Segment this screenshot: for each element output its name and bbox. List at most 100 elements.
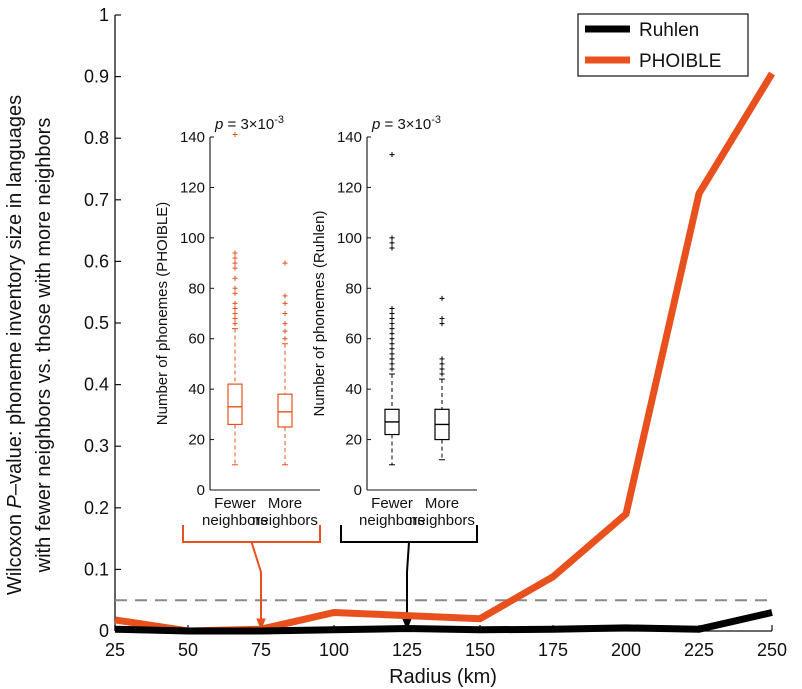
inset-p-value: p = 3×10-3 — [371, 114, 441, 133]
inset-y-tick-label: 120 — [337, 179, 362, 196]
legend-label-phoible: PHOIBLE — [639, 51, 721, 72]
inset-outlier — [389, 316, 395, 322]
y-tick-label: 1 — [99, 5, 109, 25]
inset-outlier — [232, 311, 238, 316]
inset-category-label: Fewer — [214, 495, 256, 512]
x-tick-label: 200 — [611, 640, 641, 660]
inset-outlier — [389, 356, 395, 362]
inset-outlier — [232, 255, 238, 261]
inset-outlier — [282, 336, 288, 342]
x-tick-label: 50 — [178, 640, 198, 660]
inset-y-tick-label: 100 — [180, 230, 205, 247]
x-tick-label: 175 — [538, 640, 568, 660]
inset-outlier — [282, 293, 288, 299]
inset-category-label: More — [268, 495, 302, 512]
inset-category-label: neighbors — [202, 512, 268, 529]
inset-category-label: neighbors — [252, 512, 318, 529]
series-line-phoible — [114, 71, 775, 635]
inset-outlier — [439, 371, 445, 377]
inset-outlier — [389, 336, 395, 342]
inset-y-tick-label: 20 — [345, 432, 362, 449]
inset-outlier — [439, 321, 445, 327]
inset-outlier — [389, 341, 395, 347]
y-axis-label-line1: Wilcoxon P–value: phoneme inventory size… — [4, 95, 26, 595]
inset-outlier — [232, 316, 238, 322]
x-tick-label: 25 — [105, 640, 125, 660]
series-line-ruhlen — [114, 609, 773, 635]
x-tick-label: 75 — [251, 640, 271, 660]
x-axis-label: Radius (km) — [389, 666, 497, 688]
y-tick-label: 0 — [99, 621, 109, 641]
inset-outlier — [389, 331, 395, 337]
inset-outlier — [389, 235, 395, 241]
inset-outlier — [389, 245, 395, 251]
inset-outlier — [389, 240, 395, 246]
inset-outlier — [439, 295, 445, 301]
inset-category-label: Fewer — [371, 495, 413, 512]
inset-outlier — [389, 366, 395, 372]
inset-box — [227, 383, 243, 426]
x-tick-label: 225 — [684, 640, 714, 660]
inset-outlier — [232, 260, 238, 266]
inset-y-tick-label: 140 — [337, 129, 362, 146]
y-tick-label: 0.8 — [84, 128, 109, 148]
inset-outlier — [389, 361, 395, 367]
inset-category-label: neighbors — [409, 512, 475, 529]
ruhlen-inset: 0 20 40 60 80 100 120 140 Number of phonemes (Ru… — [311, 114, 478, 631]
inset-outlier — [439, 361, 445, 367]
inset-y-tick-label: 0 — [197, 482, 205, 499]
inset-outlier — [389, 305, 395, 311]
inset-y-tick-label: 40 — [188, 381, 205, 398]
inset-outlier — [232, 265, 238, 271]
inset-outlier — [282, 260, 288, 266]
inset-y-tick-label: 60 — [345, 331, 362, 348]
inset-category-label: neighbors — [359, 512, 425, 529]
inset-y-label: Number of phonemes (Ruhlen) — [311, 211, 328, 417]
inset-y-tick-label: 140 — [180, 129, 205, 146]
x-tick-label: 100 — [319, 640, 349, 660]
inset-y-tick-label: 120 — [180, 179, 205, 196]
inset-outlier — [232, 285, 238, 291]
inset-outlier — [389, 311, 395, 316]
inset-outlier — [389, 351, 395, 357]
inset-y-tick-label: 100 — [337, 230, 362, 247]
y-axis-label-line1-rest: –value: phoneme inventory size in langua… — [4, 95, 26, 495]
inset-outlier — [389, 326, 395, 332]
inset-y-tick-label: 40 — [345, 381, 362, 398]
y-tick-label: 0.5 — [84, 313, 109, 333]
inset-outlier — [282, 311, 288, 316]
inset-outlier — [439, 316, 445, 322]
insets: 0 20 40 60 80 100 120 140 Number of phonemes (PH… — [154, 114, 478, 631]
inset-outlier — [389, 346, 395, 352]
inset-outlier — [439, 356, 445, 362]
inset-y-tick-label: 80 — [188, 280, 205, 297]
inset-arrow-line — [406, 541, 410, 621]
inset-y-tick-label: 0 — [354, 482, 362, 499]
y-tick-label: 0.7 — [84, 190, 109, 210]
inset-outlier — [389, 321, 395, 327]
inset-outlier — [232, 290, 238, 296]
inset-outlier — [282, 300, 288, 306]
phoible-inset: 0 20 40 60 80 100 120 140 Number of phonemes (PH… — [154, 114, 321, 631]
inset-outlier — [282, 328, 288, 334]
y-tick-label: 0.4 — [84, 375, 109, 395]
inset-outlier — [232, 300, 238, 306]
y-axis-label-line2: with fewer neighbors vs. those with more… — [33, 118, 55, 574]
inset-y-tick-label: 20 — [188, 432, 205, 449]
y-tick-label: 0.1 — [84, 559, 109, 579]
inset-outlier — [232, 305, 238, 311]
inset-outlier — [439, 366, 445, 372]
legend-box — [577, 13, 749, 77]
inset-outlier — [232, 131, 238, 137]
y-tick-label: 0.2 — [84, 498, 109, 518]
x-tick-label: 150 — [465, 640, 495, 660]
inset-outlier — [282, 321, 288, 327]
y-tick-label: 0.6 — [84, 251, 109, 271]
inset-y-tick-label: 80 — [345, 280, 362, 297]
inset-p-value: p = 3×10-3 — [214, 114, 284, 133]
legend-label-ruhlen: Ruhlen — [639, 20, 699, 41]
x-tick-label: 125 — [392, 640, 422, 660]
inset-outlier — [232, 321, 238, 327]
